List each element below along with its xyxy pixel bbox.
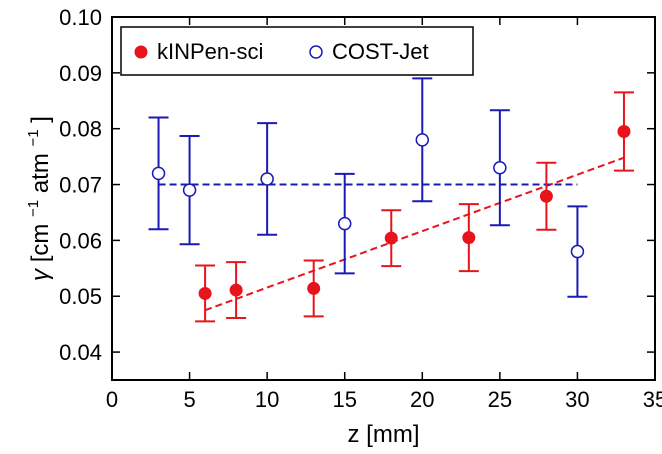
data-point: [493, 161, 507, 175]
x-tick-label: 25: [488, 387, 512, 412]
x-tick-label: 30: [565, 387, 589, 412]
data-point: [539, 189, 553, 203]
y-tick-label: 0.07: [59, 173, 102, 198]
legend-marker-cost-jet: [309, 45, 323, 59]
series-1: [148, 77, 588, 298]
series-0: [195, 91, 634, 323]
y-axis-label: γ [cm −1 atm −1 ]: [17, 116, 54, 281]
svg-text:γ [cm −1 at: γ [cm −1 atm −1 ]: [17, 116, 54, 281]
x-tick-label: 15: [332, 387, 356, 412]
data-point: [415, 133, 430, 147]
data-point: [462, 231, 476, 245]
data-point: [260, 172, 274, 186]
data-point: [182, 183, 197, 197]
x-tick-label: 35: [643, 387, 662, 412]
y-label-exp2: −1: [25, 129, 42, 146]
data-point: [151, 166, 166, 181]
data-point: [229, 283, 243, 297]
data-point: [198, 286, 212, 300]
data-point: [384, 231, 398, 245]
y-tick-label: 0.06: [59, 228, 102, 253]
legend-marker-kinpen: [134, 45, 148, 59]
y-label-exp1: −1: [25, 200, 42, 217]
axis-ticks: [111, 16, 656, 380]
x-axis-label: z [mm]: [348, 421, 420, 448]
x-tick-label: 0: [106, 387, 118, 412]
y-label-mid: atm: [27, 153, 54, 193]
legend: kINPen-sci COST-Jet: [120, 26, 474, 76]
fit-lines: [158, 156, 625, 312]
plot-frame: [111, 16, 656, 381]
x-tick-label: 20: [410, 387, 434, 412]
legend-label-kinpen: kINPen-sci: [157, 39, 263, 64]
data-point: [307, 281, 321, 295]
y-label-open: [cm: [27, 224, 54, 263]
legend-box: [120, 26, 474, 76]
tick-labels: 0 5 10 15 20 25 30 35 0.04 0.05 0.06 0.07 0.08 0.09 0.…: [59, 5, 662, 412]
data-point: [570, 244, 585, 259]
x-tick-label: 10: [255, 387, 279, 412]
y-label-close: ]: [27, 116, 54, 123]
data-point: [617, 124, 631, 138]
x-tick-label: 5: [183, 387, 195, 412]
legend-label-cost-jet: COST-Jet: [332, 39, 429, 64]
fit-line-0: [204, 156, 625, 312]
y-tick-label: 0.09: [59, 61, 102, 86]
data-point: [337, 216, 352, 231]
data-series: [148, 77, 634, 323]
y-label-gamma: γ: [27, 267, 54, 281]
y-tick-label: 0.05: [59, 284, 102, 309]
y-tick-label: 0.10: [59, 5, 102, 30]
y-tick-label: 0.08: [59, 117, 102, 142]
y-tick-label: 0.04: [59, 340, 102, 365]
